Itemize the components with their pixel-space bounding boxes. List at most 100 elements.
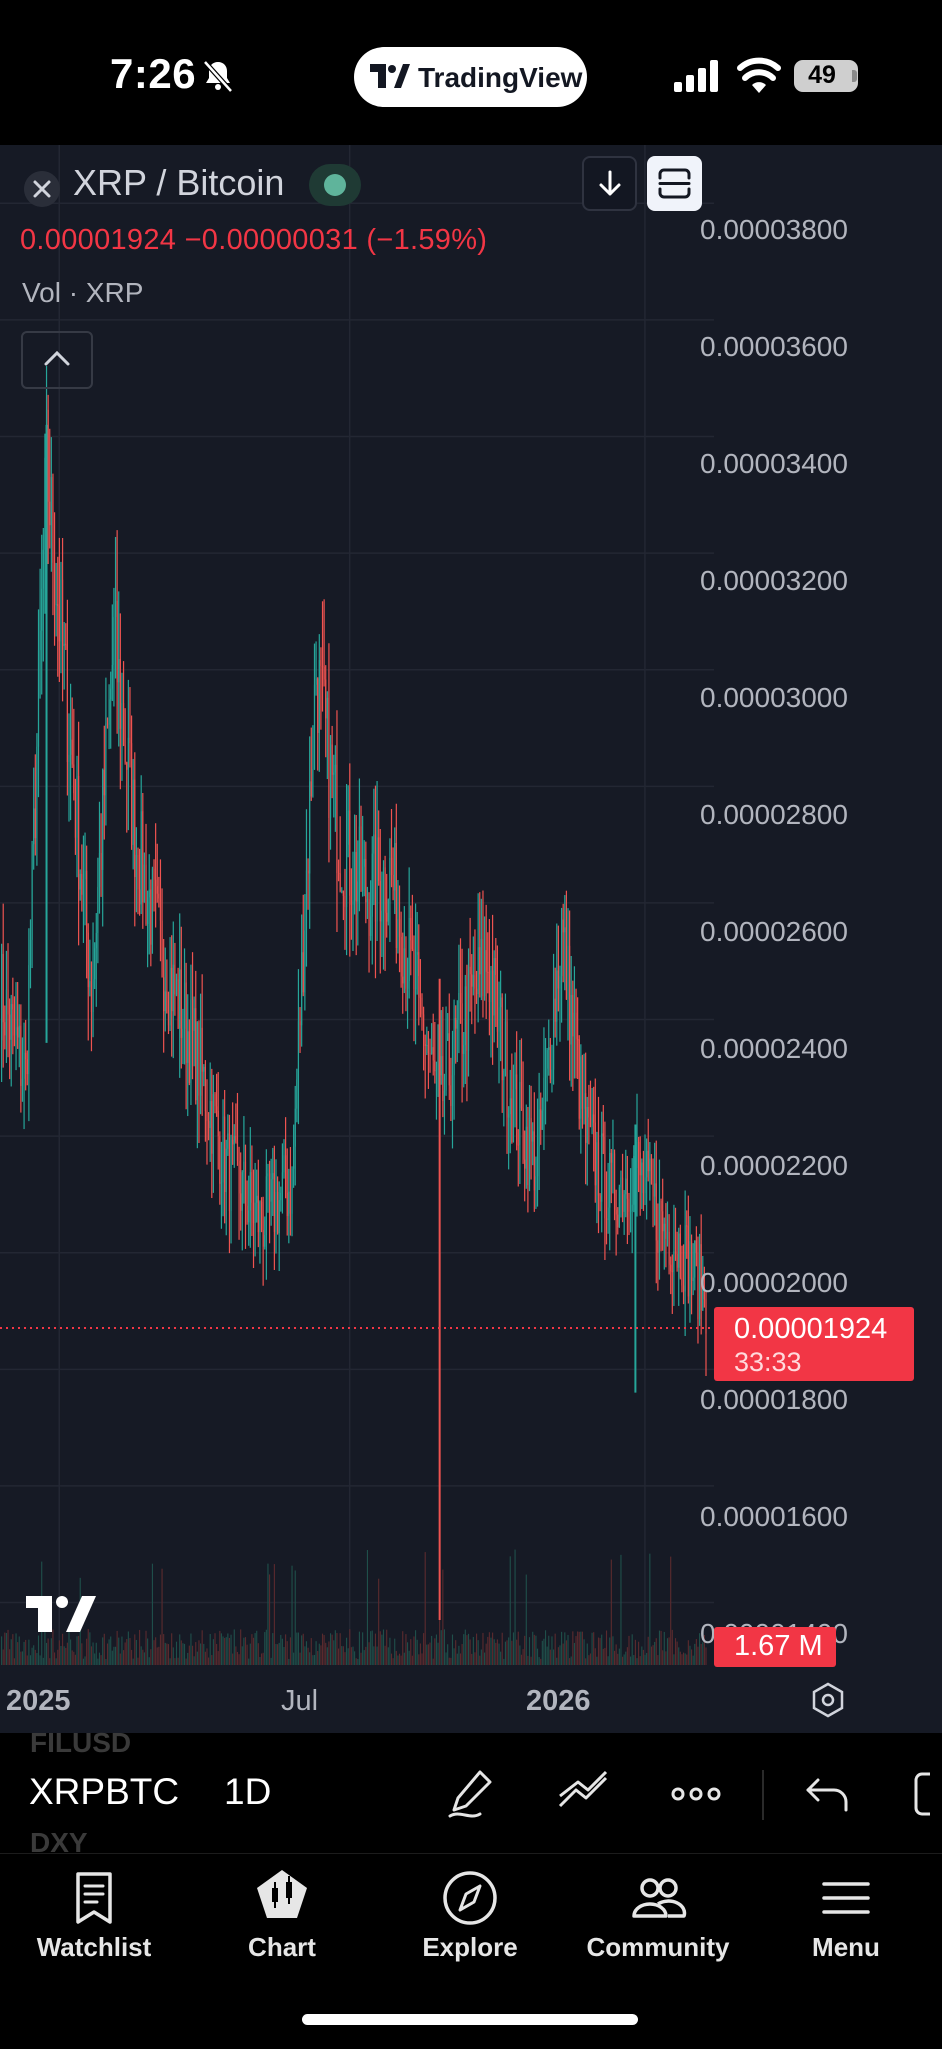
volume-bar xyxy=(304,1646,306,1665)
volume-bar xyxy=(514,1549,516,1665)
volume-bar xyxy=(336,1633,338,1665)
candle-body xyxy=(398,919,401,937)
candle-body xyxy=(288,1191,290,1217)
volume-bar xyxy=(31,1647,33,1665)
volume-bar xyxy=(355,1658,357,1665)
collapse-legend-button[interactable] xyxy=(21,331,93,389)
volume-bar xyxy=(435,1634,437,1665)
download-button[interactable] xyxy=(582,156,637,211)
volume-bar xyxy=(277,1644,279,1665)
tab-chart[interactable]: Chart xyxy=(188,1868,376,1968)
symbol-title[interactable]: XRP / Bitcoin xyxy=(73,162,285,203)
candle-body xyxy=(42,549,44,589)
candle-body xyxy=(484,950,486,997)
chart-settings-icon[interactable] xyxy=(810,1682,846,1718)
candle-body xyxy=(347,810,349,845)
volume-bar xyxy=(105,1658,107,1665)
volume-bar xyxy=(57,1649,59,1665)
volume-bar xyxy=(2,1649,4,1665)
fullscreen-partial-icon[interactable] xyxy=(910,1766,942,1822)
candle-body xyxy=(44,457,46,550)
candle-body xyxy=(270,1179,272,1202)
tradingview-pill[interactable] xyxy=(354,47,587,107)
time-axis-label: 2025 xyxy=(6,1685,71,1717)
symbol-selector[interactable]: XRPBTC xyxy=(29,1771,180,1812)
candle-body xyxy=(97,887,99,934)
candle-body xyxy=(156,886,158,894)
candle-body xyxy=(235,1135,237,1142)
tab-menu[interactable]: Menu xyxy=(752,1868,940,1968)
volume-indicator-label[interactable]: Vol · XRP xyxy=(22,277,144,308)
candle-body xyxy=(418,952,420,977)
candle-body xyxy=(4,1022,6,1036)
volume-bar xyxy=(692,1655,694,1665)
candle-body xyxy=(370,916,372,936)
tab-explore[interactable]: Explore xyxy=(376,1868,564,1968)
volume-bar xyxy=(443,1629,446,1665)
time-axis-label: Jul xyxy=(281,1685,319,1717)
candle-body xyxy=(310,781,312,797)
candle-body xyxy=(697,1252,699,1319)
volume-bar xyxy=(596,1656,598,1665)
fullscreen-button[interactable] xyxy=(647,156,702,211)
volume-bar xyxy=(408,1650,410,1665)
price-axis-label: 0.00003400 xyxy=(700,448,848,479)
volume-bar xyxy=(161,1568,163,1665)
candle-body xyxy=(113,617,115,665)
candle-body xyxy=(585,1093,587,1143)
volume-bar xyxy=(228,1637,231,1665)
candle-body xyxy=(427,1045,429,1054)
candle-body xyxy=(429,1053,431,1055)
volume-bar xyxy=(589,1653,592,1665)
volume-bar xyxy=(384,1645,386,1665)
candle-body xyxy=(662,1211,664,1232)
tab-watchlist[interactable]: Watchlist xyxy=(0,1868,188,1968)
volume-bar xyxy=(546,1646,548,1665)
volume-bar xyxy=(623,1654,625,1665)
volume-bar xyxy=(474,1652,476,1665)
volume-bar xyxy=(45,1642,48,1665)
volume-bar xyxy=(525,1574,527,1665)
candle-body xyxy=(437,1063,439,1071)
volume-bar xyxy=(158,1646,160,1665)
candle-body xyxy=(159,898,162,921)
candle-body xyxy=(121,703,123,729)
candle-body xyxy=(567,945,569,1000)
price-axis-label: 0.00003000 xyxy=(700,682,848,713)
volume-bar xyxy=(28,1639,30,1665)
candle-body xyxy=(180,969,182,1038)
price-chart[interactable] xyxy=(0,145,942,1733)
candle-body xyxy=(569,945,571,1045)
volume-bar xyxy=(565,1640,567,1665)
close-icon[interactable] xyxy=(24,171,60,207)
volume-bar xyxy=(658,1630,661,1665)
candle-body xyxy=(655,1183,657,1241)
undo-icon[interactable] xyxy=(800,1766,856,1822)
candle-body xyxy=(694,1240,696,1278)
interval-selector[interactable]: 1D xyxy=(224,1771,272,1812)
candle-body xyxy=(249,1172,251,1211)
volume-bar xyxy=(346,1637,348,1665)
tab-community[interactable]: Community xyxy=(564,1868,752,1968)
candle-body xyxy=(82,879,84,895)
volume-bar xyxy=(68,1630,70,1665)
candles xyxy=(1,365,707,1621)
candle-body xyxy=(291,1168,293,1214)
price-axis-label: 0.00002000 xyxy=(700,1267,848,1298)
tradingview-logo-icon xyxy=(370,64,410,88)
volume-bar xyxy=(185,1658,187,1665)
chart-pane[interactable] xyxy=(0,145,942,1733)
drawing-pen-icon[interactable] xyxy=(446,1766,502,1822)
volume-bar xyxy=(13,1658,16,1665)
candle-body xyxy=(339,873,341,891)
volume-bar xyxy=(151,1563,153,1665)
volume-bar xyxy=(480,1649,482,1665)
tradingview-pill-label: TradingView xyxy=(418,62,583,93)
candle-body xyxy=(548,1047,550,1050)
volume-bar xyxy=(681,1654,683,1665)
more-options-icon[interactable] xyxy=(668,1766,724,1822)
volume-bar xyxy=(471,1653,473,1665)
trend-line-tool-icon[interactable] xyxy=(556,1766,612,1822)
candle-body xyxy=(143,864,145,903)
candle-body xyxy=(134,779,136,877)
